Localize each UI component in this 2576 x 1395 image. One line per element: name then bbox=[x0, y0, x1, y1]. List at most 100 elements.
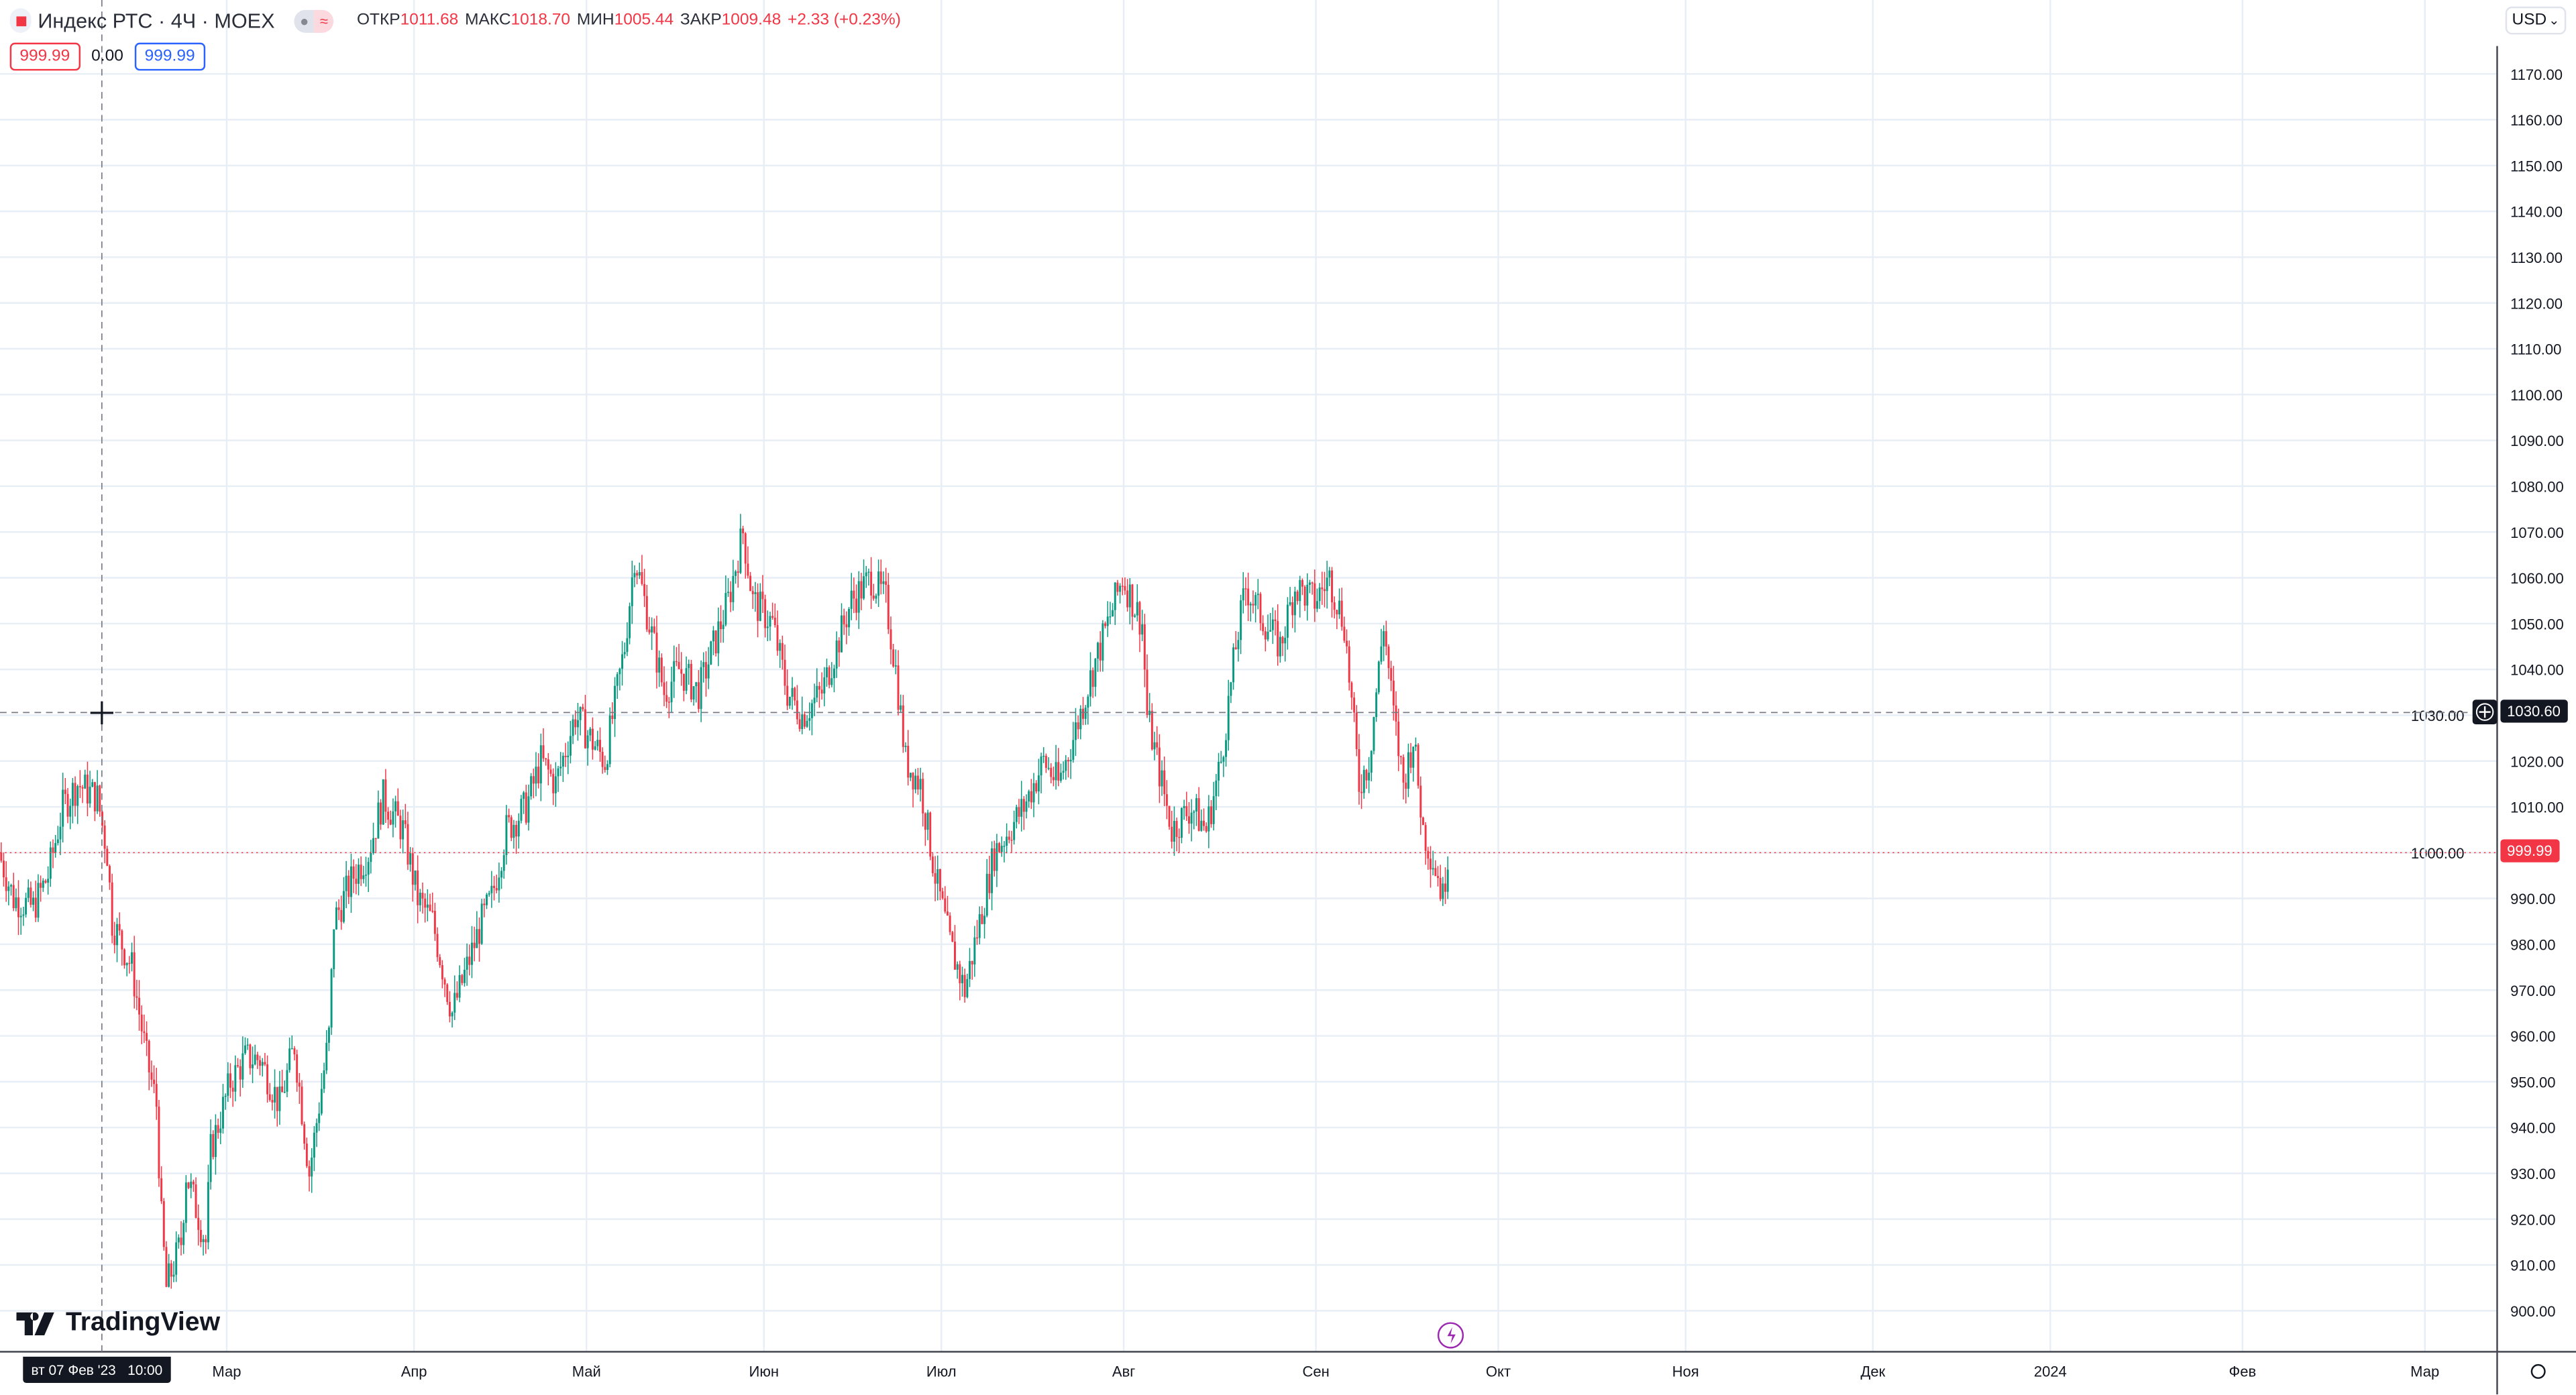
candle-body bbox=[1000, 846, 1003, 852]
price-axis-tick: 1170.00 bbox=[2510, 66, 2563, 83]
time-axis-tick: Дек bbox=[1860, 1363, 1885, 1380]
candle-body bbox=[1134, 615, 1136, 617]
candle-body bbox=[195, 1184, 197, 1218]
last-price-label: 999.99 bbox=[2500, 839, 2559, 862]
candle-body bbox=[532, 776, 535, 784]
candle-body bbox=[1050, 767, 1053, 777]
price-axis-tick: 1160.00 bbox=[2510, 112, 2563, 129]
time-axis-tick: Ноя bbox=[1672, 1363, 1699, 1380]
candle-body bbox=[1112, 610, 1114, 617]
candle-body bbox=[389, 820, 392, 825]
candle-body bbox=[10, 885, 13, 887]
candle-body bbox=[205, 1239, 207, 1243]
low-label: МИН bbox=[576, 11, 614, 30]
candle-body bbox=[890, 629, 892, 650]
market-status-pill[interactable]: ● ≈ bbox=[294, 9, 334, 32]
candle-body bbox=[1242, 588, 1244, 601]
candle-body bbox=[877, 571, 880, 596]
candle-body bbox=[187, 1182, 190, 1188]
candle-body bbox=[394, 801, 397, 812]
candle-body bbox=[786, 685, 789, 706]
buy-button[interactable]: 999.99 bbox=[134, 42, 205, 71]
candle-body bbox=[1052, 777, 1055, 781]
candle-body bbox=[1244, 588, 1247, 590]
candle-body bbox=[455, 993, 458, 998]
candle-body bbox=[1316, 601, 1318, 609]
candle-body bbox=[71, 783, 74, 806]
candle-body bbox=[645, 596, 648, 630]
candle-body bbox=[453, 993, 456, 1013]
candle-body bbox=[214, 1125, 217, 1158]
candle-body bbox=[885, 581, 888, 585]
candle-body bbox=[525, 792, 527, 823]
candle-body bbox=[547, 759, 549, 770]
candle-body bbox=[483, 903, 486, 905]
candle-body bbox=[1439, 878, 1442, 899]
symbol-title[interactable]: Индекс РТС · 4Ч · MOEX bbox=[38, 9, 275, 32]
candle-body bbox=[561, 755, 564, 767]
settings-gear-icon[interactable] bbox=[2530, 1363, 2546, 1379]
candle-body bbox=[559, 767, 562, 769]
candle-body bbox=[1362, 769, 1365, 793]
candle-body bbox=[1114, 582, 1116, 610]
candle-body bbox=[688, 663, 690, 669]
tradingview-logo-text: TradingView bbox=[65, 1308, 221, 1337]
delayed-data-icon: ≈ bbox=[314, 9, 334, 32]
candle-body bbox=[64, 789, 66, 794]
candle-body bbox=[983, 915, 986, 924]
candle-body bbox=[1082, 708, 1084, 719]
candle-body bbox=[879, 571, 882, 584]
candle-body bbox=[934, 873, 936, 884]
candle-body bbox=[643, 583, 646, 596]
candle-body bbox=[311, 1158, 313, 1177]
candle-body bbox=[1099, 643, 1102, 661]
candle-body bbox=[892, 649, 895, 667]
candle-body bbox=[636, 573, 639, 576]
candle-body bbox=[695, 682, 698, 687]
candle-body bbox=[685, 668, 688, 691]
candle-body bbox=[567, 755, 570, 758]
sell-button[interactable]: 999.99 bbox=[9, 42, 80, 71]
candle-body bbox=[515, 824, 518, 837]
candle-body bbox=[1059, 773, 1062, 781]
candle-body bbox=[12, 885, 15, 909]
candle-body bbox=[1173, 821, 1175, 842]
currency-select[interactable]: USD ⌄ bbox=[2505, 6, 2567, 35]
candle-body bbox=[221, 1097, 224, 1129]
candle-body bbox=[742, 528, 745, 534]
tradingview-logo[interactable]: TradingView bbox=[16, 1309, 220, 1339]
candle-body bbox=[981, 914, 983, 924]
candle-body bbox=[111, 882, 113, 936]
candle-body bbox=[380, 802, 382, 825]
candle-body bbox=[308, 1166, 311, 1177]
candle-body bbox=[835, 640, 838, 669]
candle-body bbox=[1062, 771, 1065, 773]
candle-body bbox=[241, 1053, 244, 1080]
candle-body bbox=[1109, 616, 1112, 618]
candle-body bbox=[411, 853, 414, 885]
price-axis-tick: 990.00 bbox=[2510, 891, 2555, 907]
candle-body bbox=[1220, 761, 1222, 763]
candle-body bbox=[303, 1124, 306, 1144]
candle-body bbox=[586, 735, 589, 748]
candle-body bbox=[860, 581, 863, 599]
candle-body bbox=[116, 924, 118, 946]
candle-body bbox=[52, 847, 54, 853]
price-axis-tick: 1140.00 bbox=[2510, 204, 2563, 221]
candle-body bbox=[655, 632, 658, 673]
candle-body bbox=[40, 883, 42, 888]
symbol-legend: Индекс РТС · 4Ч · MOEX ● ≈ ОТКР 1011.68 М… bbox=[9, 8, 908, 33]
open-label: ОТКР bbox=[356, 11, 400, 30]
candle-body bbox=[702, 662, 705, 667]
candle-body bbox=[32, 897, 35, 905]
candle-body bbox=[863, 576, 865, 599]
price-axis-tick: 950.00 bbox=[2510, 1074, 2555, 1091]
candle-body bbox=[1446, 869, 1449, 892]
candle-body bbox=[833, 668, 835, 679]
candle-body bbox=[227, 1073, 229, 1096]
candle-body bbox=[1306, 585, 1309, 606]
candle-body bbox=[830, 678, 833, 685]
candle-body bbox=[264, 1062, 266, 1064]
candle-body bbox=[845, 624, 848, 628]
